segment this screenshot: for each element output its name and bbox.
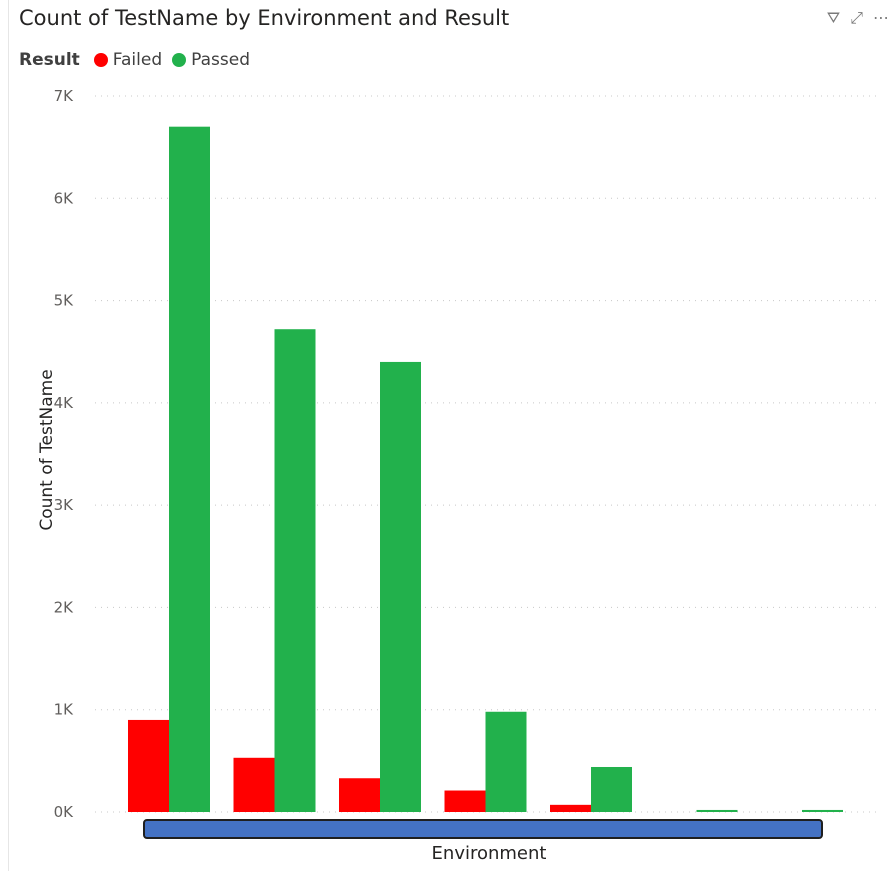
y-tick-label: 4K (54, 394, 75, 412)
legend: Result Failed Passed (19, 50, 260, 70)
bar-passed-4[interactable] (485, 711, 527, 812)
bar-failed-4[interactable] (444, 790, 486, 812)
focus-mode-icon[interactable]: ⤢ (850, 8, 863, 27)
y-tick-label: 7K (54, 87, 75, 105)
legend-marker-passed (172, 53, 187, 67)
legend-marker-failed (93, 53, 108, 67)
more-options-icon[interactable]: ⋯ (873, 8, 888, 27)
x-axis-title: Environment (431, 843, 547, 864)
chart-title: Count of TestName by Environment and Res… (19, 6, 510, 30)
x-axis-scrollbar[interactable] (143, 819, 823, 839)
legend-item-failed[interactable]: Failed (93, 50, 163, 70)
y-tick-label: 1K (54, 701, 75, 719)
visual-header-icons: ⛛ ⤢ ⋯ (827, 8, 888, 28)
filter-icon[interactable]: ⛛ (826, 8, 841, 27)
y-tick-label: 6K (54, 189, 75, 207)
bar-failed-2[interactable] (233, 757, 275, 812)
y-tick-label: 5K (54, 292, 75, 310)
bar-failed-1[interactable] (128, 719, 169, 812)
bar-passed-1[interactable] (169, 126, 210, 812)
bar-passed-2[interactable] (274, 329, 316, 812)
bar-passed-3[interactable] (380, 361, 421, 812)
legend-label-passed: Passed (191, 50, 251, 70)
legend-label-failed: Failed (112, 50, 163, 70)
bar-passed-7[interactable] (802, 809, 843, 812)
y-tick-label: 0K (54, 803, 75, 821)
y-tick-label: 2K (54, 598, 75, 616)
bar-passed-6[interactable] (696, 809, 738, 812)
bar-failed-5[interactable] (550, 804, 591, 812)
bar-passed-5[interactable] (591, 766, 632, 812)
bar-failed-3[interactable] (339, 778, 380, 812)
legend-item-passed[interactable]: Passed (172, 50, 250, 70)
y-tick-label: 3K (54, 496, 75, 514)
legend-title: Result (19, 50, 80, 70)
